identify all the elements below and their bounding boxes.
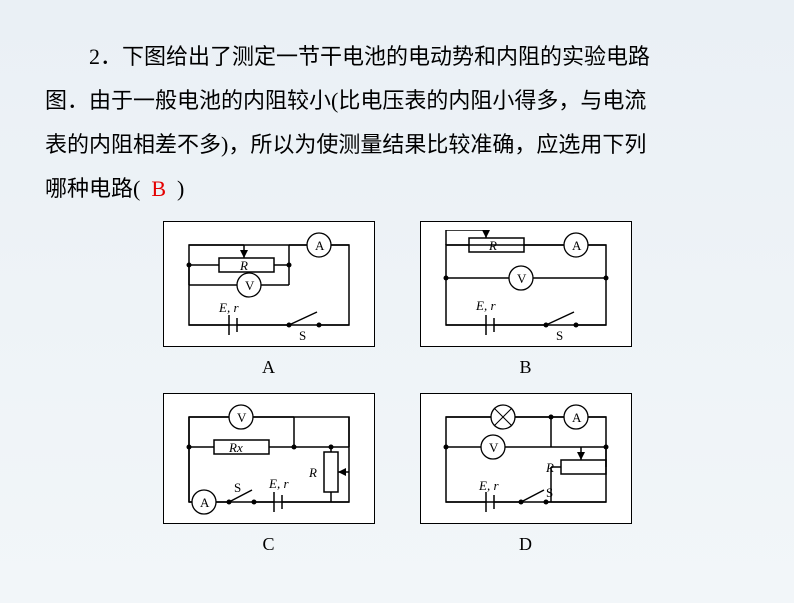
circuit-a-E: E, r xyxy=(218,300,239,315)
q-line1: 下图给出了测定一节干电池的电动势和内阻的实验电路 xyxy=(122,44,650,69)
circuit-d-wrap: A V xyxy=(420,393,632,562)
q-line3: 表的内阻相差不多)，所以为使测量结果比较准确，应选用下列 xyxy=(45,132,646,157)
question-paragraph: 2．下图给出了测定一节干电池的电动势和内阻的实验电路 图．由于一般电池的内阻较小… xyxy=(45,35,749,211)
circuit-c-svg: V Rx xyxy=(174,402,364,517)
circuit-c-wrap: V Rx xyxy=(163,393,375,562)
circuit-b-label: B xyxy=(519,349,531,385)
circuit-c-label: C xyxy=(262,526,274,562)
circuit-b-V: V xyxy=(517,271,527,286)
circuit-c-V: V xyxy=(237,410,247,425)
circuit-b-svg: R A V xyxy=(431,230,621,340)
circuit-c-A: A xyxy=(200,495,210,510)
answer-letter: B xyxy=(151,176,166,201)
circuit-a-box: R A V xyxy=(163,221,375,347)
diagrams-grid: R A V xyxy=(45,221,749,562)
circuit-b-wrap: R A V xyxy=(420,221,632,385)
circuit-b-A: A xyxy=(572,238,582,253)
q-line2: 图．由于一般电池的内阻较小(比电压表的内阻小得多，与电流 xyxy=(45,88,646,113)
circuit-d-S: S xyxy=(546,485,553,500)
circuit-c-S: S xyxy=(234,480,241,495)
question-number: 2． xyxy=(89,44,122,69)
circuit-a-wrap: R A V xyxy=(163,221,375,385)
circuit-d-label: D xyxy=(519,526,532,562)
circuit-b-S: S xyxy=(556,328,563,340)
circuit-c-box: V Rx xyxy=(163,393,375,524)
circuit-b-E: E, r xyxy=(475,298,496,313)
circuit-d-V: V xyxy=(489,440,499,455)
circuit-a-R: R xyxy=(239,258,248,273)
page-container: 2．下图给出了测定一节干电池的电动势和内阻的实验电路 图．由于一般电池的内阻较小… xyxy=(0,0,794,582)
circuit-a-S: S xyxy=(299,328,306,340)
circuit-d-A: A xyxy=(572,410,582,425)
circuit-d-box: A V xyxy=(420,393,632,524)
circuit-c-Rx: Rx xyxy=(228,440,243,455)
circuit-c-R: R xyxy=(308,465,317,480)
circuit-a-V: V xyxy=(245,278,255,293)
q-line4-post: ) xyxy=(177,176,184,201)
circuit-a-label: A xyxy=(262,349,275,385)
circuit-b-R: R xyxy=(488,238,497,253)
circuit-d-svg: A V xyxy=(431,402,621,517)
circuit-d-E: E, r xyxy=(478,478,499,493)
circuit-b-box: R A V xyxy=(420,221,632,347)
circuit-a-svg: R A V xyxy=(174,230,364,340)
circuit-c-E: E, r xyxy=(268,476,289,491)
circuit-a-A: A xyxy=(315,238,325,253)
q-line4-pre: 哪种电路( xyxy=(45,176,140,201)
